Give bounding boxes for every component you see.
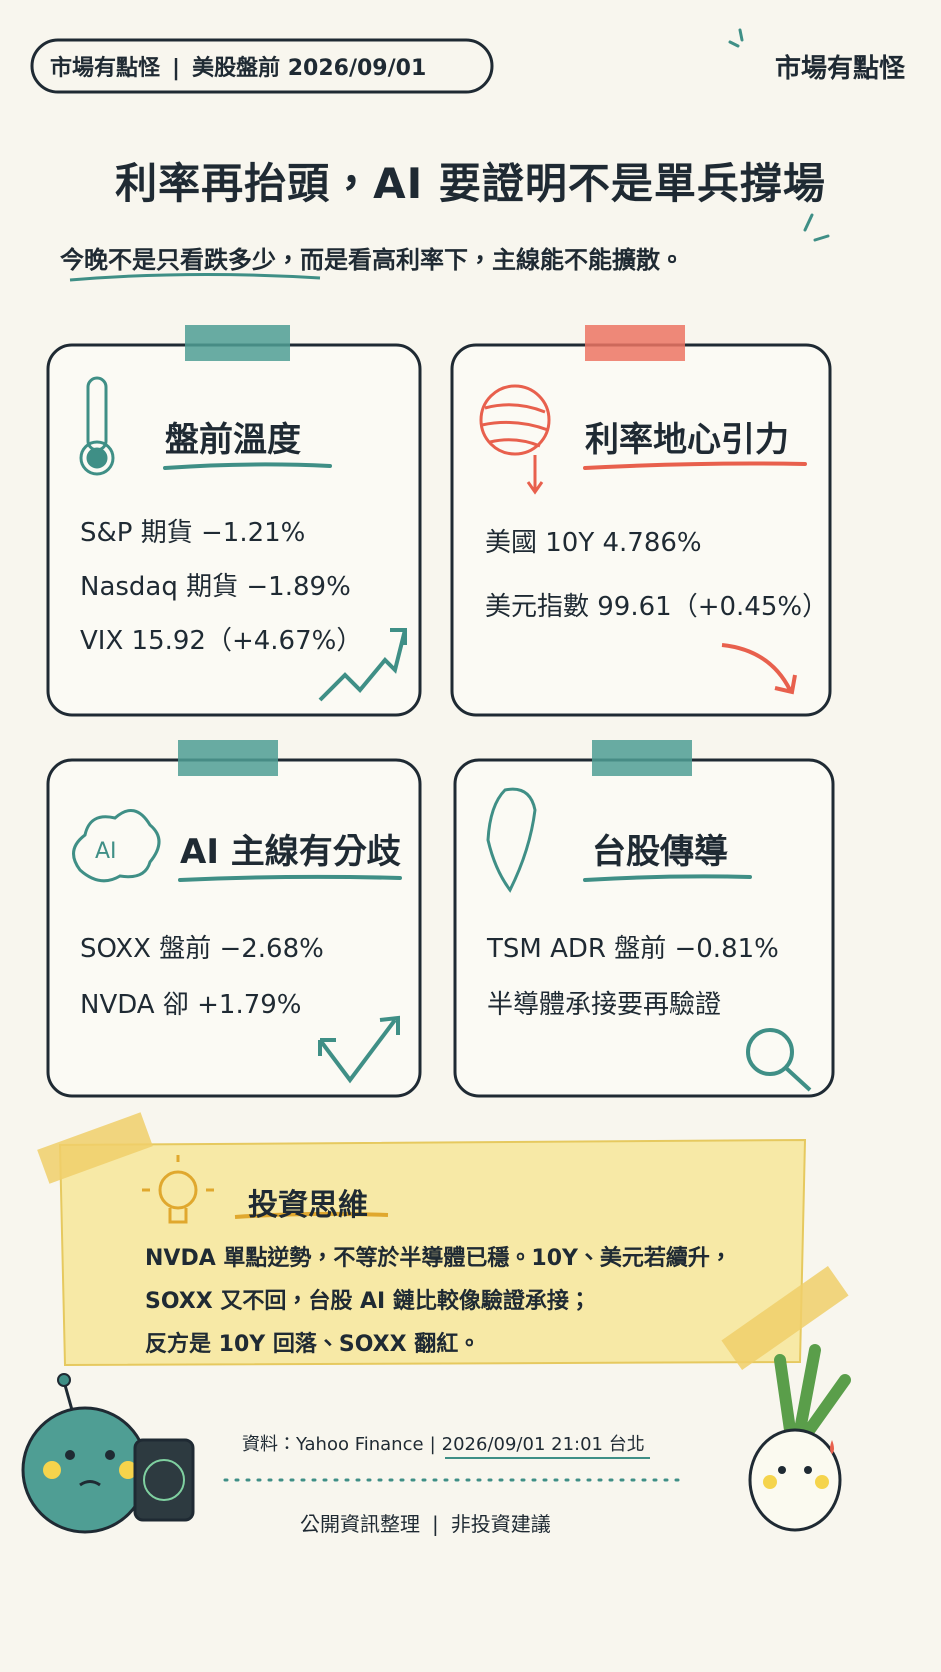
card-line: 美國 10Y 4.786% [485,528,702,558]
insight-line: 反方是 10Y 回落、SOXX 翻紅。 [145,1332,481,1357]
underline [234,1211,389,1219]
insight-line: SOXX 又不回，台股 AI 鏈比較像驗證承接； [145,1289,591,1314]
tape [37,1112,153,1184]
thermometer [79,376,115,476]
insight-title: 投資思維 [248,1188,368,1223]
note: 公開資訊整理 [300,1512,420,1536]
source: 資料：Yahoo Finance | 2026/09/01 21:01 台北 [242,1430,645,1456]
magnifier [746,1028,812,1092]
card-line: 美元指數 99.61（+0.45%） [485,592,829,622]
card-title: 利率地心引力 [585,420,789,460]
globe [479,384,551,495]
tag-pill [30,38,494,94]
insight-line: NVDA 單點逆勢，不等於半導體已穩。10Y、美元若續升， [145,1246,732,1271]
title: 利率再抬頭，AI 要證明不是單兵撐場 [115,159,826,208]
card-title: AI 主線有分歧 [180,832,401,872]
arrow-split [318,1015,400,1084]
separator: | [432,1512,439,1536]
svg-text:AI: AI [95,839,117,864]
taiwan [486,787,537,893]
card-line: Nasdaq 期貨 −1.89% [80,572,351,602]
card-line: S&P 期貨 −1.21% [80,518,306,548]
tape [721,1265,849,1371]
card-line: TSM ADR 盤前 −0.81% [487,934,779,964]
arrow-down [721,643,797,695]
tape [178,325,692,776]
card-title: 盤前溫度 [165,420,301,460]
onion-mascot [748,1344,851,1532]
cards [46,343,835,1098]
insight-box [58,1138,807,1367]
robot-mascot [21,1373,195,1534]
disclaimer: 公開資訊整理 | 非投資建議 [300,1508,551,1537]
title-underline [163,461,807,882]
note: 非投資建議 [450,1512,551,1536]
brand: 市場有點怪 [775,54,906,84]
separator: | [172,56,181,81]
separator: | [429,1434,436,1455]
card-line: VIX 15.92（+4.67%） [80,626,363,656]
ai-cloud: AI [72,809,161,883]
tag-date: 美股盤前 2026/09/01 [192,56,427,81]
card-line: 半導體承接要再驗證 [487,990,722,1020]
source-name: 資料：Yahoo Finance [242,1434,424,1455]
subtitle: 今晚不是只看跌多少，而是看高利率下，主線能不能擴散。 [60,246,684,274]
tag-brand: 市場有點怪 [50,56,161,81]
card-line: NVDA 卻 +1.79% [80,990,302,1020]
tag: 市場有點怪 | 美股盤前 2026/09/01 [50,50,426,82]
underline [69,272,321,282]
source-time: 2026/09/01 21:01 台北 [441,1434,645,1455]
arrow-up [318,628,407,702]
sparkle [728,28,830,242]
card-line: SOXX 盤前 −2.68% [80,934,324,964]
bulb [142,1155,214,1224]
card-title: 台股傳導 [592,832,728,872]
